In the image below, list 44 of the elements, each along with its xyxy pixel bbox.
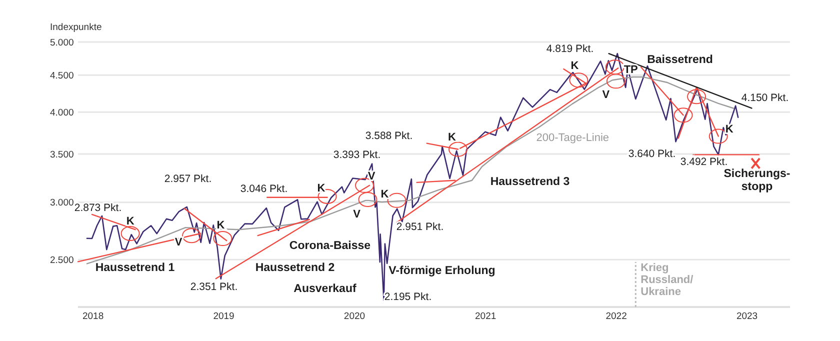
annotation: Corona-Baisse	[289, 240, 371, 252]
data-label: V	[174, 236, 183, 249]
annotation: 3.640 Pkt.	[628, 148, 676, 160]
data-label: K	[570, 60, 579, 72]
annotation: 3.492 Pkt.	[680, 156, 728, 168]
x-tick-label: 2023	[736, 311, 758, 322]
data-label: V	[602, 89, 610, 102]
x-tick-label: 2019	[213, 311, 234, 322]
annotation: Baissetrend	[647, 54, 713, 66]
data-label: K	[380, 188, 389, 200]
annotation: Haussetrend 3	[490, 176, 570, 188]
annotation: Ausverkauf	[294, 283, 356, 295]
data-label: K	[216, 220, 225, 232]
annotation: 2.873 Pkt.	[74, 202, 122, 214]
annotation: Haussetrend 1	[95, 262, 176, 274]
y-tick-label: 4.000	[50, 107, 74, 118]
series-label: 200-Tage-Linie	[536, 132, 610, 144]
y-axis-title: Indexpunkte	[50, 22, 102, 33]
x-tick-label: 2021	[475, 311, 496, 322]
annotation: Sicherungs- stopp	[724, 168, 790, 193]
data-label: TP	[624, 64, 638, 76]
data-label: V	[353, 208, 362, 220]
data-label: K	[448, 131, 456, 144]
y-tick-label: 2.500	[50, 254, 74, 266]
annotation: 4.150 Pkt.	[741, 92, 789, 104]
annotation: Haussetrend 2	[255, 262, 335, 274]
y-tick-label: 4.500	[50, 70, 74, 82]
annotation: 3.393 Pkt.	[333, 149, 381, 161]
y-tick-label: 5.000	[50, 37, 74, 48]
ref-line-label: Krieg Russland/ Ukraine	[640, 262, 694, 298]
x-tick-label: 2022	[606, 311, 627, 322]
annotation: 2.351 Pkt.	[190, 281, 238, 293]
annotation: 4.819 Pkt.	[546, 43, 594, 55]
y-tick-label: 3.000	[50, 198, 74, 209]
annotation: 2.957 Pkt.	[164, 173, 212, 185]
x-tick-label: 2020	[344, 311, 366, 322]
annotation: 3.046 Pkt.	[240, 183, 288, 195]
annotation: V-förmige Erholung	[388, 265, 496, 277]
x-tick-label: 2018	[82, 311, 104, 322]
annotation: 2.951 Pkt.	[396, 221, 444, 233]
annotation: 3.588 Pkt.	[365, 130, 413, 142]
annotation: 2.195 Pkt.	[384, 291, 432, 303]
y-tick-label: 3.500	[50, 149, 74, 160]
data-label: K	[126, 216, 134, 228]
